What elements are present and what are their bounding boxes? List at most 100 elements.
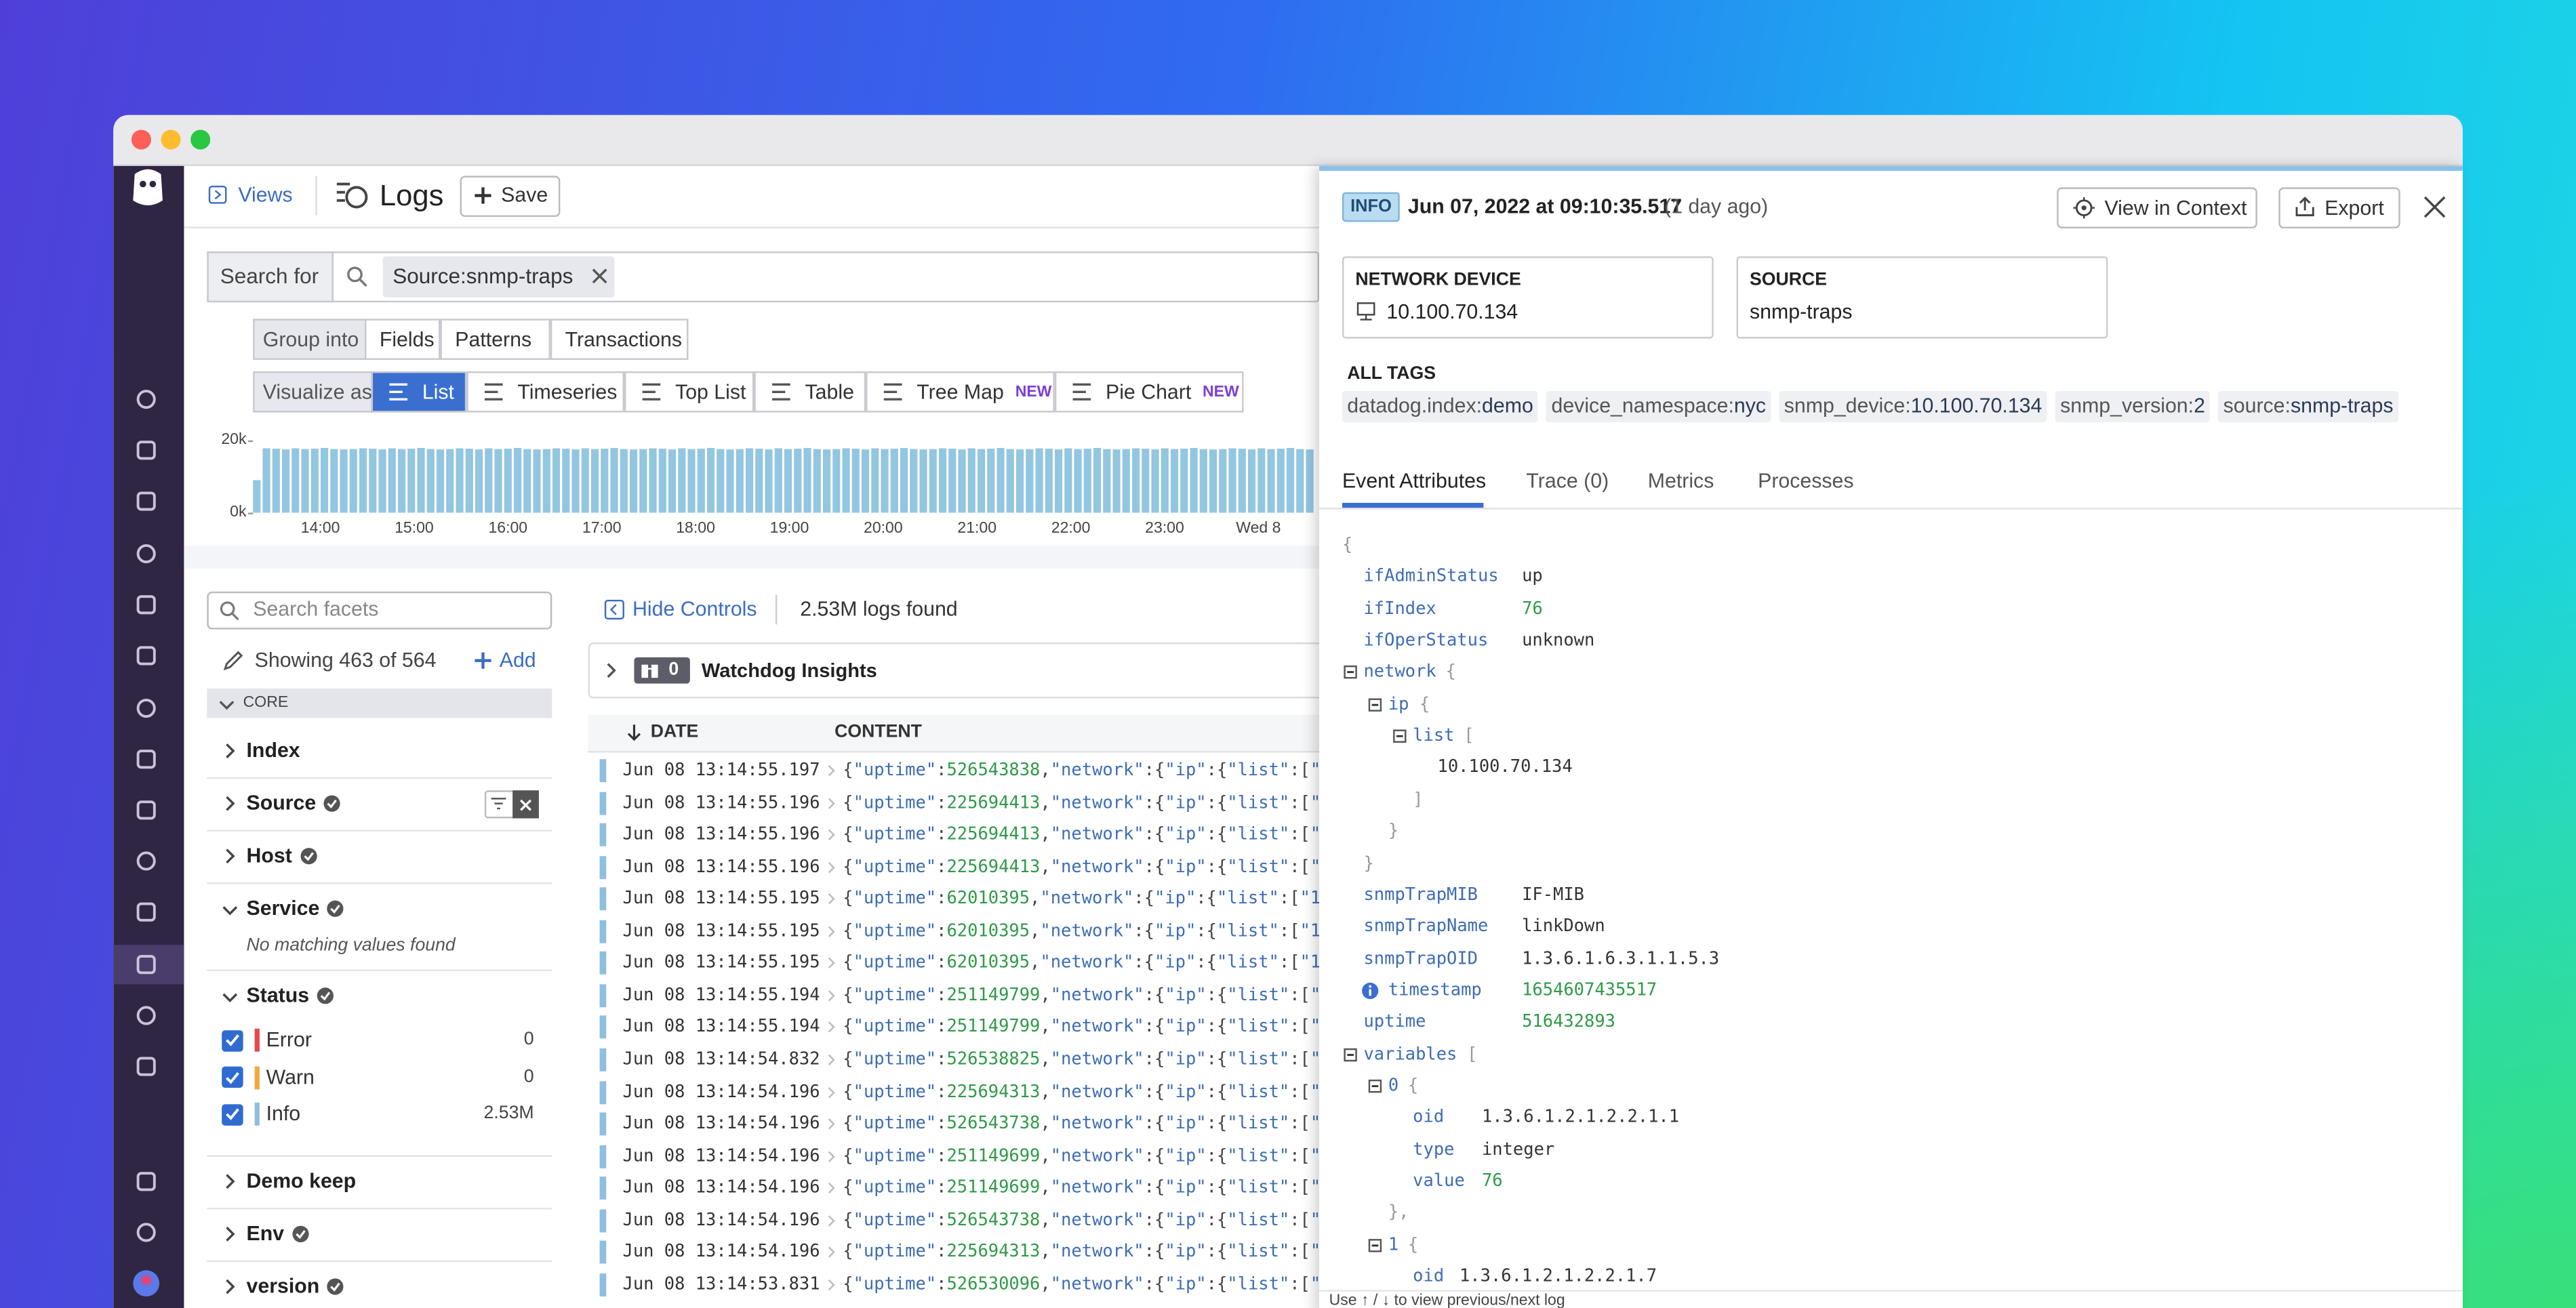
option-label[interactable]: Top List [675, 380, 746, 403]
json-key[interactable]: type [1413, 1139, 1455, 1160]
histogram-bar[interactable] [1006, 449, 1014, 513]
row-expander[interactable] [828, 989, 835, 1002]
collapse-toggle[interactable] [1368, 1079, 1382, 1093]
collapse-toggle[interactable] [1368, 697, 1382, 712]
chevron[interactable] [219, 700, 235, 710]
histogram-bar[interactable] [1093, 447, 1102, 513]
log-content[interactable]: {"uptime":225694413,"network":{"ip":{"li… [843, 792, 1331, 813]
histogram-bar[interactable] [794, 449, 802, 513]
nav-icon[interactable] [136, 1172, 156, 1191]
histogram-bar[interactable] [832, 449, 841, 513]
collapse-toggle[interactable] [1368, 1238, 1382, 1252]
tag[interactable]: snmp_device:10.100.70.134 [1779, 391, 2047, 423]
histogram-bar[interactable] [378, 449, 386, 513]
row-expander[interactable] [828, 861, 835, 873]
sort-icon[interactable] [627, 724, 641, 741]
histogram-bar[interactable] [1103, 449, 1111, 513]
logo[interactable] [129, 167, 165, 207]
histogram-bar[interactable] [1267, 449, 1275, 513]
histogram-bar[interactable] [1074, 449, 1082, 513]
add-facet[interactable]: Add [499, 649, 536, 672]
histogram-bar[interactable] [1015, 449, 1024, 513]
tab[interactable]: Processes [1758, 469, 1854, 493]
facet-name[interactable]: Service [246, 897, 320, 920]
row-expander[interactable] [828, 1183, 835, 1194]
log-date[interactable]: Jun 08 13:14:54.196 [622, 1178, 820, 1198]
nav-icon[interactable] [136, 390, 156, 409]
histogram-bar[interactable] [706, 447, 715, 513]
json-key[interactable]: ip [1388, 694, 1409, 714]
chevron[interactable] [225, 743, 235, 758]
histogram-bar[interactable] [426, 449, 435, 513]
log-content[interactable]: {"uptime":225694413,"network":{"ip":{"li… [843, 824, 1331, 844]
log-date[interactable]: Jun 08 13:14:54.196 [622, 1210, 820, 1231]
histogram-bar[interactable] [456, 448, 464, 513]
histogram-bar[interactable] [562, 449, 570, 513]
facet-name[interactable]: Source [246, 792, 317, 815]
json-key[interactable]: oid [1413, 1266, 1445, 1286]
histogram-bar[interactable] [668, 449, 677, 513]
view-context-button[interactable] [2057, 187, 2257, 229]
histogram-bar[interactable] [1219, 449, 1227, 513]
histogram-bar[interactable] [822, 449, 831, 513]
views-icon[interactable] [208, 185, 227, 204]
json-key[interactable]: ifIndex [1363, 598, 1436, 619]
log-content[interactable]: {"uptime":62010395,"network":{"ip":{"lis… [843, 921, 1321, 941]
json-key[interactable]: network [1363, 662, 1436, 682]
log-content[interactable]: {"uptime":225694313,"network":{"ip":{"li… [843, 1082, 1331, 1102]
json-key[interactable]: ifAdminStatus [1363, 567, 1499, 587]
views-link[interactable]: Views [238, 183, 293, 207]
query-chip[interactable] [382, 256, 615, 298]
histogram-bar[interactable] [977, 449, 986, 513]
facet-value[interactable]: Info [266, 1102, 301, 1126]
histogram-bar[interactable] [881, 449, 889, 513]
tag[interactable]: device_namespace:nyc [1546, 391, 1771, 423]
histogram-bar[interactable] [475, 449, 483, 513]
json-key[interactable]: 1 [1388, 1234, 1399, 1255]
histogram-bar[interactable] [253, 480, 261, 513]
column-header[interactable]: CONTENT [834, 722, 922, 742]
histogram-bar[interactable] [997, 447, 1005, 513]
tab[interactable]: Metrics [1647, 469, 1714, 493]
option-label[interactable]: List [422, 380, 454, 403]
json-key[interactable]: uptime [1363, 1012, 1426, 1032]
facet-name[interactable]: Host [246, 844, 292, 867]
edit-icon[interactable] [223, 651, 243, 671]
nav-icon[interactable] [136, 1006, 156, 1025]
checkbox[interactable] [222, 1029, 243, 1051]
option-label[interactable]: Transactions [565, 327, 682, 351]
histogram-bar[interactable] [349, 449, 357, 513]
histogram-bar[interactable] [755, 449, 763, 513]
histogram-bar[interactable] [1161, 448, 1169, 513]
nav-icon[interactable] [136, 595, 156, 615]
log-content[interactable]: {"uptime":526538825,"network":{"ip":{"li… [843, 1049, 1331, 1069]
histogram-bar[interactable] [1112, 449, 1121, 513]
histogram-bar[interactable] [1228, 448, 1236, 513]
histogram-bar[interactable] [890, 449, 898, 513]
nav-icon[interactable] [136, 646, 156, 666]
log-content[interactable]: {"uptime":251149699,"network":{"ip":{"li… [843, 1178, 1331, 1198]
option-button[interactable] [365, 319, 441, 360]
collapse-toggle[interactable] [1344, 1047, 1357, 1061]
histogram-bar[interactable] [1170, 449, 1179, 513]
histogram-bar[interactable] [281, 449, 290, 513]
histogram-bar[interactable] [291, 448, 300, 513]
histogram-bar[interactable] [552, 448, 561, 513]
json-key[interactable]: variables [1363, 1044, 1457, 1064]
row-expander[interactable] [828, 765, 835, 777]
log-content[interactable]: {"uptime":251149799,"network":{"ip":{"li… [843, 1017, 1331, 1038]
row-expander[interactable] [828, 1022, 835, 1034]
histogram-bar[interactable] [1180, 449, 1188, 513]
histogram-bar[interactable] [494, 449, 502, 513]
view-context-label[interactable]: View in Context [2104, 197, 2247, 220]
avatar[interactable] [133, 1270, 160, 1297]
collapse-toggle[interactable] [1344, 666, 1357, 680]
row-expander[interactable] [828, 1054, 835, 1066]
histogram-bar[interactable] [513, 447, 522, 513]
watchdog-title[interactable]: Watchdog Insights [701, 659, 877, 682]
facet-search[interactable] [207, 591, 552, 630]
chevron[interactable] [606, 663, 616, 678]
histogram-bar[interactable] [1209, 449, 1217, 513]
histogram-bar[interactable] [533, 449, 541, 513]
histogram-bar[interactable] [851, 449, 860, 513]
